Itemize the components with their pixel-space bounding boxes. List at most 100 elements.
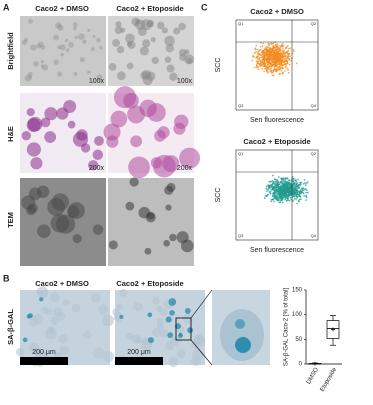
event-dot [285, 196, 287, 198]
event-dot [272, 56, 274, 58]
cell [103, 351, 114, 362]
cell [183, 313, 193, 323]
event-dot [271, 187, 273, 189]
stain [23, 338, 28, 343]
event-dot [271, 58, 273, 60]
event-dot [286, 67, 288, 69]
event-dot [276, 56, 278, 58]
cell [177, 349, 186, 358]
event-dot [265, 66, 267, 68]
cell [106, 135, 118, 147]
cell [91, 47, 95, 51]
column-header: Caco2 + DMSO [35, 4, 89, 13]
event-dot [290, 184, 292, 186]
cell [68, 42, 74, 48]
event-dot [267, 43, 269, 45]
magnification: 100x [177, 78, 193, 85]
event-dot [286, 182, 288, 184]
event-dot [259, 57, 261, 59]
event-dot [263, 49, 265, 51]
cell [51, 214, 70, 233]
event-dot [257, 53, 259, 55]
event-dot [265, 68, 267, 70]
cell [57, 72, 62, 77]
cell [93, 224, 104, 235]
event-dot [263, 62, 265, 64]
event-dot [254, 67, 256, 69]
cell [16, 348, 24, 356]
cell [140, 71, 148, 79]
magnification: 100x [89, 78, 105, 85]
cell [115, 26, 123, 34]
event-dot [284, 70, 286, 72]
cell [127, 42, 132, 47]
cell [93, 347, 104, 358]
event-dot [273, 193, 275, 195]
event-dot [258, 59, 260, 61]
event-dot [267, 72, 269, 74]
event-dot [260, 61, 262, 63]
cell [130, 135, 142, 147]
cell [169, 234, 176, 241]
cell [66, 48, 70, 52]
cell [63, 100, 76, 113]
cell [140, 46, 149, 55]
cell [99, 46, 103, 50]
cell [68, 121, 76, 129]
event-dot [285, 60, 287, 62]
event-dot [278, 53, 280, 55]
event-dot [263, 42, 265, 44]
event-dot [299, 182, 301, 184]
stain [187, 327, 193, 333]
cell [28, 117, 43, 132]
event-dot [304, 179, 306, 181]
cell [81, 143, 90, 152]
event-dot [294, 192, 296, 194]
event-dot [290, 194, 292, 196]
scale-label: 200 μm [127, 349, 151, 356]
cell [57, 45, 61, 49]
event-dot [266, 70, 268, 72]
event-dot [288, 53, 290, 55]
event-dot [296, 193, 298, 195]
cell [41, 60, 45, 64]
event-dot [279, 65, 281, 67]
cell [138, 27, 147, 36]
cell [132, 334, 141, 343]
event-dot [280, 199, 282, 201]
event-dot [257, 55, 259, 57]
event-dot [307, 181, 309, 183]
quadrant-label: Q2 [311, 151, 317, 156]
cell [125, 202, 134, 211]
cell [75, 36, 79, 40]
axis-label: SCC [215, 188, 222, 203]
event-dot [272, 49, 274, 51]
event-dot [270, 201, 272, 203]
event-dot [303, 195, 305, 197]
stain [169, 310, 175, 316]
cell [169, 357, 179, 367]
event-dot [269, 65, 271, 67]
axis-label: Sen fluorescence [250, 117, 304, 124]
event-dot [260, 63, 262, 65]
axis-label: Sen fluorescence [250, 247, 304, 254]
cell [130, 177, 139, 186]
event-dot [290, 47, 292, 49]
y-tick-label: 150 [292, 288, 303, 294]
event-dot [290, 198, 292, 200]
quadrant-label: Q1 [238, 151, 244, 156]
event-dot [274, 59, 276, 61]
cell [167, 65, 175, 73]
cell [50, 317, 59, 326]
event-dot [273, 201, 275, 203]
x-tick-label: Etoposide [320, 366, 339, 393]
cell [174, 115, 188, 129]
event-dot [280, 70, 282, 72]
cell [28, 19, 33, 24]
event-dot [256, 49, 258, 51]
cell [128, 156, 150, 178]
cell [117, 46, 124, 53]
event-dot [288, 58, 290, 60]
cell [59, 334, 68, 343]
cell [171, 336, 181, 346]
